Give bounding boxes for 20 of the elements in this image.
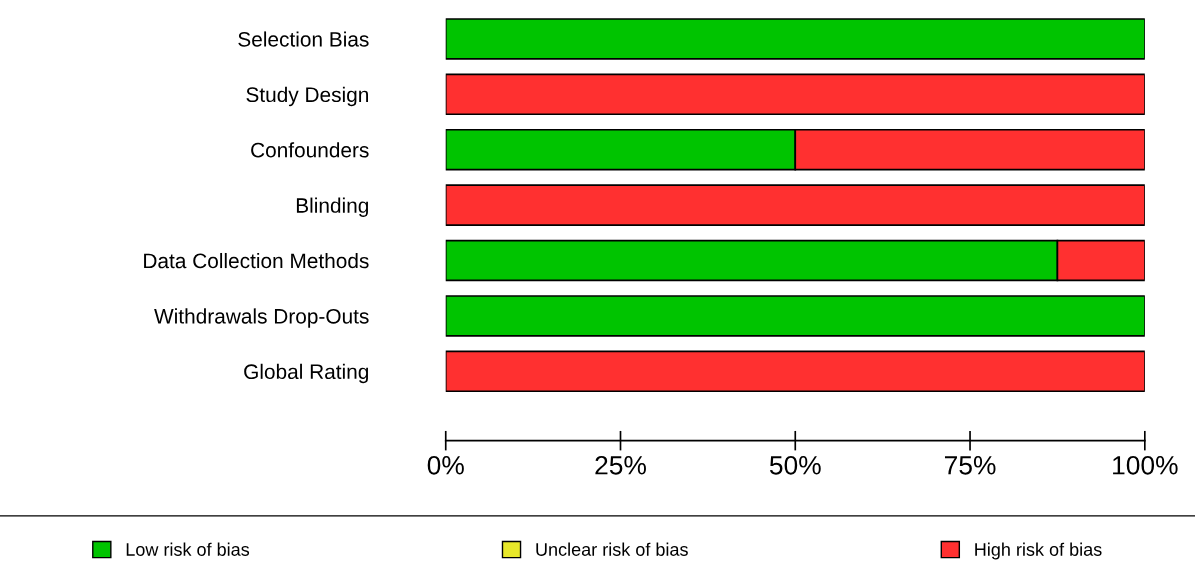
legend-label: Unclear risk of bias — [536, 542, 688, 556]
bar — [445, 184, 1145, 226]
x-tick-label: 100% — [1113, 455, 1178, 475]
x-tick-label: 25% — [595, 455, 646, 475]
x-tick-label: 0% — [427, 455, 464, 475]
y-tick-label: Global Rating — [244, 363, 369, 384]
x-tick-label: 50% — [769, 455, 821, 475]
y-tick-label: Data Collection Methods — [144, 252, 369, 269]
bar — [445, 350, 1145, 393]
legend-label: High risk of bias — [975, 542, 1102, 560]
y-tick-label: Selection Bias — [238, 31, 369, 47]
legend-label: Low risk of bias — [126, 542, 250, 556]
y-tick-label: Study Design — [246, 86, 368, 107]
bar — [445, 73, 1145, 116]
x-tick-label: 75% — [944, 456, 996, 475]
bar — [445, 295, 1145, 337]
y-tick-label: Blinding — [296, 197, 369, 217]
bar — [445, 18, 1145, 60]
y-tick-label: Withdrawals Drop-Outs — [154, 308, 369, 328]
y-tick-label: Confounders — [251, 142, 369, 158]
